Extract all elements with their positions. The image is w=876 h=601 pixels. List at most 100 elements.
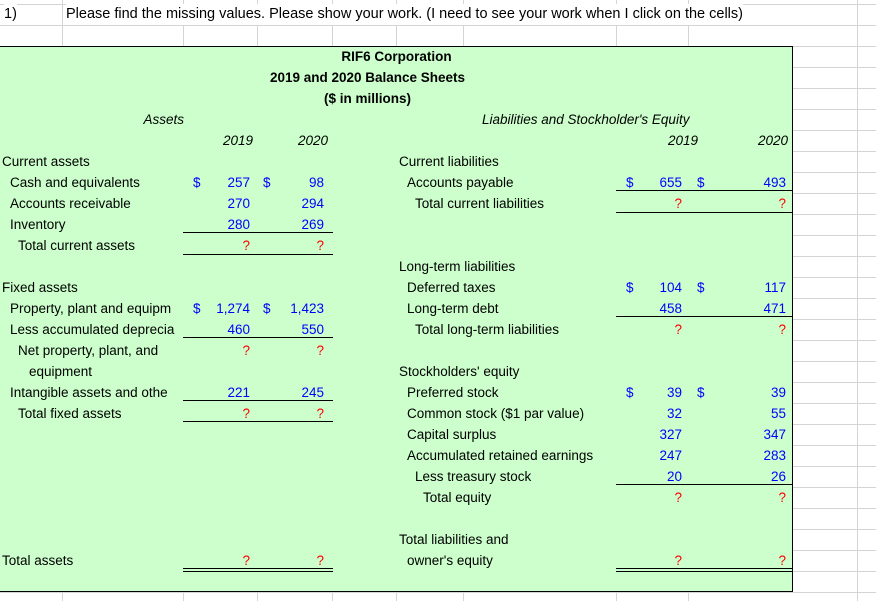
deferred-taxes-2020-currency: $ xyxy=(697,280,705,295)
ppe-2019[interactable]: 1,274 xyxy=(216,301,250,316)
accounts-payable-label[interactable]: Accounts payable xyxy=(407,175,514,190)
intangible-label[interactable]: Intangible assets and othe xyxy=(10,385,168,400)
accum-depreciation-2019[interactable]: 460 xyxy=(227,322,250,337)
total-fixed-assets-label[interactable]: Total fixed assets xyxy=(18,406,122,421)
ap-2020[interactable]: 493 xyxy=(763,175,786,190)
fixed-assets-label[interactable]: Fixed assets xyxy=(2,280,78,295)
assets-heading[interactable]: Assets xyxy=(143,112,184,127)
deferred-taxes-2019[interactable]: 104 xyxy=(659,280,682,295)
treasury-stock-2019[interactable]: 20 xyxy=(666,469,682,484)
deferred-taxes-label[interactable]: Deferred taxes xyxy=(407,280,496,295)
sheet-title[interactable]: 2019 and 2020 Balance Sheets xyxy=(269,70,466,85)
total-liabilities-equity-2019[interactable]: ? xyxy=(674,553,682,568)
company-name[interactable]: RIF6 Corporation xyxy=(341,49,452,64)
balance-sheet: RIF6 Corporation 2019 and 2020 Balance S… xyxy=(0,46,793,592)
inventory-2020[interactable]: 269 xyxy=(301,217,324,232)
preferred-stock-label[interactable]: Preferred stock xyxy=(407,385,499,400)
preferred-stock-2020[interactable]: 39 xyxy=(770,385,786,400)
treasury-stock-label[interactable]: Less treasury stock xyxy=(415,469,532,484)
intangible-2019[interactable]: 221 xyxy=(227,385,250,400)
question-instruction[interactable]: Please find the missing values. Please s… xyxy=(66,4,743,25)
underline xyxy=(616,212,793,213)
underline xyxy=(183,337,333,338)
retained-earnings-label[interactable]: Accumulated retained earnings xyxy=(407,448,594,463)
underline xyxy=(183,400,333,401)
total-long-term-liabilities-2019[interactable]: ? xyxy=(674,322,682,337)
long-term-debt-2019[interactable]: 458 xyxy=(659,301,682,316)
total-long-term-liabilities-2020[interactable]: ? xyxy=(778,322,786,337)
total-equity-2019[interactable]: ? xyxy=(674,490,682,505)
preferred-2019-currency: $ xyxy=(626,385,634,400)
current-assets-label[interactable]: Current assets xyxy=(2,154,90,169)
double-underline xyxy=(616,568,793,572)
stockholders-equity-label[interactable]: Stockholders' equity xyxy=(399,364,520,379)
total-equity-label[interactable]: Total equity xyxy=(423,490,492,505)
ap-2020-currency: $ xyxy=(697,175,705,190)
long-term-debt-label[interactable]: Long-term debt xyxy=(407,301,499,316)
inventory-2019[interactable]: 280 xyxy=(227,217,250,232)
capital-surplus-2020[interactable]: 347 xyxy=(763,427,786,442)
question-number[interactable]: 1) xyxy=(4,4,17,25)
cash-2019[interactable]: 257 xyxy=(227,175,250,190)
common-stock-2019[interactable]: 32 xyxy=(666,406,682,421)
total-fixed-assets-2019[interactable]: ? xyxy=(242,406,250,421)
capital-surplus-2019[interactable]: 327 xyxy=(659,427,682,442)
treasury-stock-2020[interactable]: 26 xyxy=(770,469,786,484)
accum-depreciation-2020[interactable]: 550 xyxy=(301,322,324,337)
common-stock-label[interactable]: Common stock ($1 par value) xyxy=(407,406,585,421)
net-ppe-label-line2: equipment xyxy=(29,364,93,379)
ap-2019[interactable]: 655 xyxy=(659,175,682,190)
total-current-liabilities-2019[interactable]: ? xyxy=(674,196,682,211)
total-current-assets-2020[interactable]: ? xyxy=(316,238,324,253)
liabilities-year-2020[interactable]: 2020 xyxy=(757,133,788,148)
ppe-2020[interactable]: 1,423 xyxy=(290,301,324,316)
common-stock-2020[interactable]: 55 xyxy=(770,406,786,421)
total-current-liabilities-2020[interactable]: ? xyxy=(778,196,786,211)
liabilities-year-2019[interactable]: 2019 xyxy=(667,133,698,148)
receivables-label[interactable]: Accounts receivable xyxy=(10,196,131,211)
cash-label[interactable]: Cash and equivalents xyxy=(10,175,140,190)
ap-2019-currency: $ xyxy=(626,175,634,190)
intangible-2020[interactable]: 245 xyxy=(301,385,324,400)
long-term-liabilities-label[interactable]: Long-term liabilities xyxy=(399,259,516,274)
total-fixed-assets-2020[interactable]: ? xyxy=(316,406,324,421)
underline xyxy=(183,421,333,422)
current-liabilities-label[interactable]: Current liabilities xyxy=(399,154,499,169)
total-current-assets-2019[interactable]: ? xyxy=(242,238,250,253)
liabilities-heading[interactable]: Liabilities and Stockholder's Equity xyxy=(482,112,690,127)
ppe-2020-currency: $ xyxy=(263,301,271,316)
total-assets-2020[interactable]: ? xyxy=(316,553,324,568)
cash-2019-currency: $ xyxy=(193,175,201,190)
inventory-label[interactable]: Inventory xyxy=(10,217,66,232)
total-assets-2019[interactable]: ? xyxy=(242,553,250,568)
assets-year-2020[interactable]: 2020 xyxy=(297,133,328,148)
underline xyxy=(616,316,793,317)
receivables-2019[interactable]: 270 xyxy=(227,196,250,211)
gridline xyxy=(0,25,876,26)
units-label[interactable]: ($ in millions) xyxy=(323,91,411,106)
long-term-debt-2020[interactable]: 471 xyxy=(763,301,786,316)
total-assets-label[interactable]: Total assets xyxy=(2,553,74,568)
total-current-liabilities-label[interactable]: Total current liabilities xyxy=(415,196,545,211)
net-ppe-2019[interactable]: ? xyxy=(242,343,250,358)
capital-surplus-label[interactable]: Capital surplus xyxy=(407,427,497,442)
gridline xyxy=(857,0,858,601)
retained-earnings-2020[interactable]: 283 xyxy=(763,448,786,463)
underline xyxy=(616,190,793,191)
total-liabilities-equity-label-line2: owner's equity xyxy=(407,553,493,568)
retained-earnings-2019[interactable]: 247 xyxy=(659,448,682,463)
cash-2020[interactable]: 98 xyxy=(308,175,324,190)
total-liabilities-equity-2020[interactable]: ? xyxy=(778,553,786,568)
total-equity-2020[interactable]: ? xyxy=(778,490,786,505)
accum-depreciation-label[interactable]: Less accumulated deprecia xyxy=(10,322,175,337)
deferred-taxes-2020[interactable]: 117 xyxy=(764,280,786,295)
total-current-assets-label[interactable]: Total current assets xyxy=(18,238,136,253)
preferred-stock-2019[interactable]: 39 xyxy=(666,385,682,400)
total-liabilities-equity-label[interactable]: Total liabilities and xyxy=(399,532,509,547)
assets-year-2019[interactable]: 2019 xyxy=(222,133,253,148)
net-ppe-2020[interactable]: ? xyxy=(316,343,324,358)
ppe-label[interactable]: Property, plant and equipm xyxy=(10,301,172,316)
receivables-2020[interactable]: 294 xyxy=(301,196,324,211)
total-long-term-liabilities-label[interactable]: Total long-term liabilities xyxy=(415,322,560,337)
net-ppe-label[interactable]: Net property, plant, and xyxy=(18,343,159,358)
